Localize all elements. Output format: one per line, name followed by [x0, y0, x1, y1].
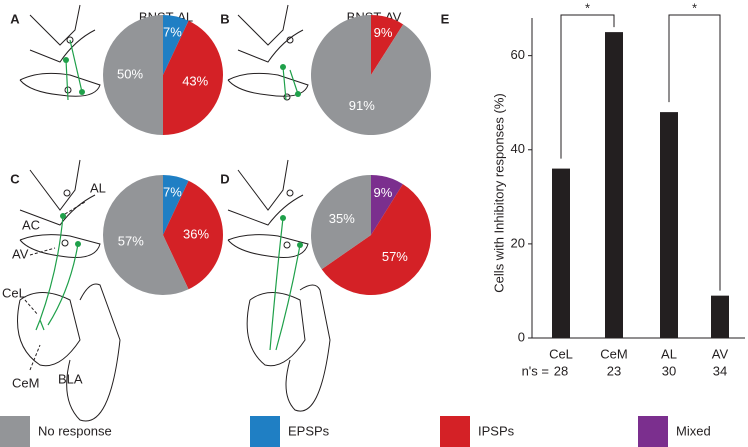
region-label: BLA [58, 371, 83, 386]
panel-label: A [10, 11, 20, 26]
panel-label: C [10, 171, 20, 186]
significance-bracket [560, 14, 615, 159]
pointer [24, 201, 86, 371]
y-tick-label: 60 [511, 47, 525, 62]
region-label: CeL [2, 285, 26, 300]
significance-bracket [668, 14, 721, 291]
slice-label: 35% [329, 211, 355, 226]
neuron [282, 66, 299, 101]
cell [280, 215, 286, 221]
n-prefix: n's = [522, 363, 549, 378]
legend-swatch [638, 416, 668, 447]
brain-outline [17, 159, 121, 422]
slice-label: 50% [117, 66, 143, 81]
cell [75, 241, 81, 247]
slice-label: 9% [374, 25, 393, 40]
pie-slice [103, 15, 163, 135]
panel-label: E [441, 11, 450, 26]
diagrams [17, 4, 331, 422]
landmark [63, 189, 71, 197]
landmark [283, 93, 291, 101]
y-axis-label: Cells with Inhibitory responses (%) [491, 93, 506, 292]
slice-label: 9% [374, 185, 393, 200]
slice-label: 57% [118, 234, 144, 249]
significance-star: * [585, 0, 590, 15]
pie-slice [163, 15, 189, 75]
cell [297, 242, 303, 248]
panel-label: B [220, 11, 229, 26]
x-tick-label: AL [661, 346, 677, 361]
brain-outline [227, 159, 331, 412]
legend-swatch [0, 416, 30, 447]
slice-label: 57% [382, 249, 408, 264]
slice-label: 7% [163, 24, 182, 39]
region-label: AV [12, 246, 29, 261]
slice-label: 7% [163, 184, 182, 199]
region-label: CeM [12, 375, 39, 390]
region-label: AC [22, 217, 40, 232]
landmark [286, 189, 294, 197]
bar [711, 295, 729, 338]
pie-slice [371, 175, 403, 235]
pie-slice [311, 175, 371, 270]
bar [660, 112, 678, 338]
pie-slice [310, 15, 431, 135]
cell [280, 64, 286, 70]
x-tick-label: CeL [549, 346, 573, 361]
legend-label: No response [38, 423, 112, 438]
n-value: 34 [713, 363, 727, 378]
neuron [269, 217, 301, 351]
legend-swatch [250, 416, 280, 447]
slice-label: 91% [349, 98, 375, 113]
landmark [61, 239, 69, 247]
pie-slice [163, 180, 223, 290]
cell [79, 89, 85, 95]
slice-label: 43% [182, 74, 208, 89]
legend-swatch [440, 416, 470, 447]
cell [295, 91, 301, 97]
bar [552, 168, 570, 338]
legend-label: EPSPs [288, 423, 330, 438]
y-tick-label: 0 [518, 329, 525, 344]
brain-outline [19, 4, 101, 97]
cell [63, 57, 69, 63]
legend-label: Mixed [676, 423, 711, 438]
legend-label: IPSPs [478, 423, 515, 438]
pie-slice [102, 175, 189, 295]
neuron [65, 39, 83, 101]
bar [605, 32, 623, 338]
y-tick-label: 20 [511, 235, 525, 250]
pie-slice [163, 20, 223, 136]
n-value: 23 [607, 363, 621, 378]
slice-label: 36% [183, 226, 209, 241]
landmark [283, 241, 291, 249]
significance-star: * [692, 0, 697, 15]
pie-slice [321, 184, 432, 295]
landmark [66, 36, 74, 44]
landmark [286, 36, 294, 44]
panel-label: D [220, 171, 229, 186]
n-value: 30 [662, 363, 676, 378]
region-label: AL [90, 180, 106, 195]
pie-slice [371, 15, 404, 75]
x-tick-label: AV [712, 346, 729, 361]
neuron [35, 215, 79, 331]
n-value: 28 [554, 363, 568, 378]
brain-outline [227, 4, 309, 97]
y-tick-label: 40 [511, 141, 525, 156]
pie-slice [163, 175, 189, 235]
x-tick-label: CeM [600, 346, 627, 361]
cell [60, 213, 66, 219]
